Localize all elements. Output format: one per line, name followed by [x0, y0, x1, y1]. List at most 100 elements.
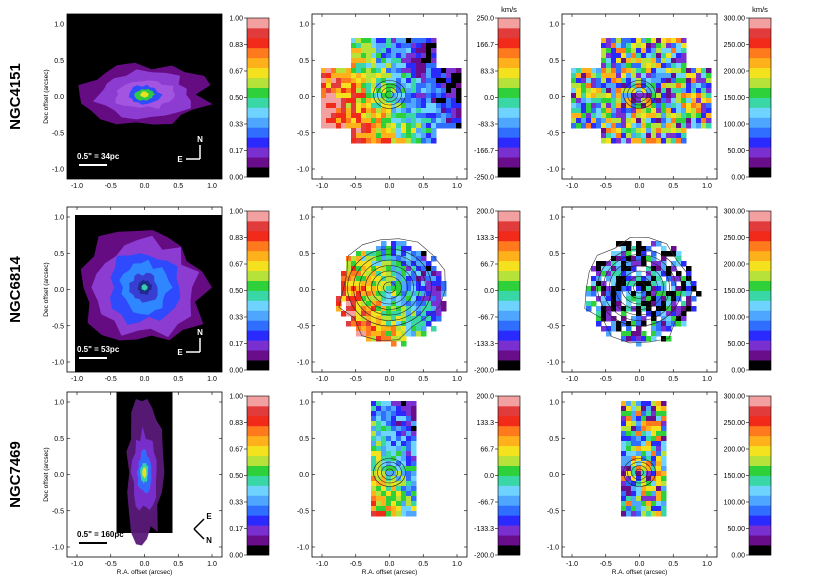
colorbar-swatch: [749, 465, 771, 476]
map-cell: [636, 316, 642, 322]
map-cell: [406, 78, 412, 84]
map-cell: [386, 491, 392, 497]
map-cell: [401, 436, 407, 442]
map-cell: [641, 421, 647, 427]
colorbar-swatch: [498, 18, 520, 29]
map-cell: [576, 98, 582, 104]
map-cell: [351, 108, 357, 114]
map-cell: [601, 326, 607, 332]
colorbar-tick-label: 250.00: [724, 420, 746, 427]
colorbar-tick-label: -133.3: [474, 341, 494, 348]
map-cell: [631, 83, 637, 89]
map-cell: [656, 93, 662, 99]
y-tick-label: 0.5: [549, 58, 559, 65]
colorbar-swatch: [247, 545, 269, 556]
map-cell: [331, 73, 337, 79]
map-cell: [356, 108, 362, 114]
map-cell: [696, 291, 702, 297]
map-cell: [636, 321, 642, 327]
map-cell: [601, 306, 607, 312]
map-cell: [416, 316, 422, 322]
map-cell: [381, 133, 387, 139]
map-cell: [666, 113, 672, 119]
map-cell: [646, 266, 652, 272]
map-cell: [601, 93, 607, 99]
map-cell: [371, 286, 377, 292]
colorbar-swatch: [498, 360, 520, 371]
map-cell: [616, 108, 622, 114]
map-cell: [371, 456, 377, 462]
map-cell: [686, 118, 692, 124]
map-cell: [426, 128, 432, 134]
map-cell: [616, 306, 622, 312]
map-cell: [691, 88, 697, 94]
map-image: [371, 401, 417, 517]
map-cell: [376, 118, 382, 124]
map-cell: [616, 93, 622, 99]
map-cell: [626, 416, 632, 422]
colorbar-swatch: [749, 240, 771, 252]
map-cell: [666, 93, 672, 99]
colorbar-swatch: [247, 405, 269, 417]
map-cell: [636, 291, 642, 297]
map-cell: [391, 506, 397, 512]
y-axis-label: Dec offset (arcsec): [43, 262, 50, 316]
map-cell: [416, 311, 422, 317]
colorbar-swatch: [498, 290, 520, 301]
map-cell: [656, 296, 662, 302]
map-cell: [411, 471, 417, 477]
map-cell: [591, 78, 597, 84]
map-cell: [376, 446, 382, 452]
map-cell: [651, 461, 657, 467]
map-cell: [651, 401, 657, 407]
map-cell: [406, 103, 412, 109]
map-cell: [421, 271, 427, 277]
map-cell: [646, 466, 652, 472]
map-cell: [396, 306, 402, 312]
map-cell: [386, 336, 392, 342]
map-cell: [426, 281, 432, 287]
map-cell: [676, 103, 682, 109]
map-cell: [646, 406, 652, 412]
colorbar-swatch: [749, 230, 771, 242]
map-cell: [641, 446, 647, 452]
colorbar-swatch: [247, 350, 269, 361]
map-cell: [341, 103, 347, 109]
map-cell: [421, 256, 427, 262]
map-cell: [696, 103, 702, 109]
map-cell: [621, 311, 627, 317]
map-cell: [616, 128, 622, 134]
map-cell: [641, 261, 647, 267]
map-cell: [406, 456, 412, 462]
map-cell: [346, 68, 352, 74]
map-cell: [606, 306, 612, 312]
map-cell: [611, 53, 617, 59]
map-cell: [361, 291, 367, 297]
map-cell: [636, 276, 642, 282]
map-cell: [656, 261, 662, 267]
map-cell: [426, 48, 432, 54]
map-cell: [376, 331, 382, 337]
colorbar-swatch: [749, 250, 771, 262]
map-image: [584, 237, 702, 347]
map-cell: [396, 426, 402, 432]
x-tick-label: 0.0: [140, 376, 150, 383]
map-cell: [436, 78, 442, 84]
map-cell: [676, 296, 682, 302]
map-cell: [676, 311, 682, 317]
map-cell: [401, 251, 407, 257]
map-cell: [376, 276, 382, 282]
map-cell: [406, 276, 412, 282]
map-cell: [391, 406, 397, 412]
map-cell: [636, 491, 642, 497]
map-cell: [646, 451, 652, 457]
map-cell: [701, 88, 707, 94]
colorbar-swatch: [749, 260, 771, 272]
map-cell: [661, 68, 667, 74]
map-cell: [656, 48, 662, 54]
map-cell: [576, 83, 582, 89]
map-cell: [366, 123, 372, 129]
colorbar-tick-label: -200.0: [474, 553, 494, 560]
y-tick-label: -1.0: [297, 545, 309, 552]
map-cell: [651, 103, 657, 109]
